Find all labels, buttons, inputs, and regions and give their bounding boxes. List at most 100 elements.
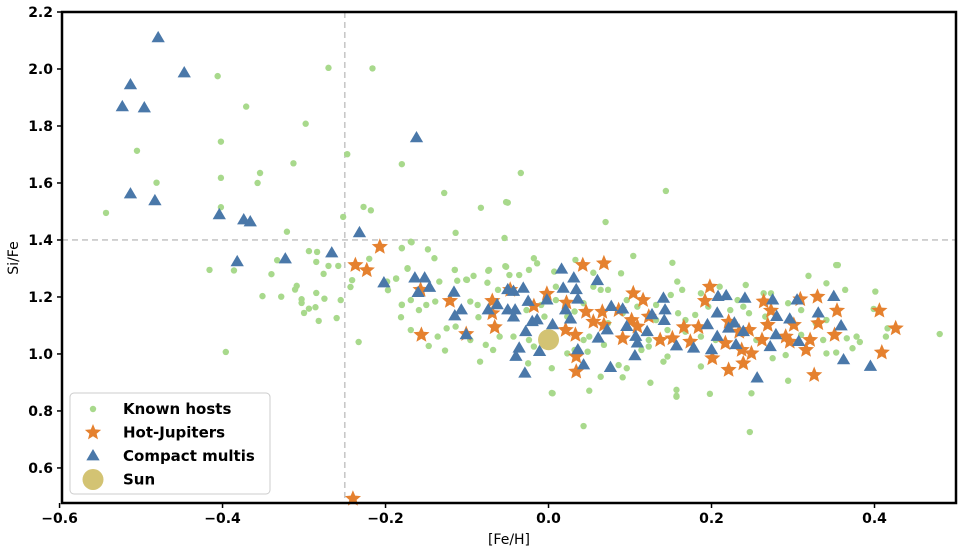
- point-compact-multis: [669, 338, 684, 351]
- point-compact-multis: [521, 294, 535, 306]
- point-hot-jupiters: [755, 293, 772, 309]
- legend-label: Sun: [123, 471, 155, 489]
- point-known-hosts: [384, 286, 392, 294]
- point-known-hosts: [242, 103, 250, 110]
- point-known-hosts: [366, 255, 373, 262]
- point-known-hosts: [290, 160, 297, 167]
- point-known-hosts: [476, 358, 484, 365]
- point-known-hosts: [882, 333, 890, 340]
- point-compact-multis: [540, 293, 554, 305]
- point-hot-jupiters: [371, 238, 388, 254]
- point-compact-multis: [447, 285, 461, 297]
- point-known-hosts: [664, 353, 671, 360]
- point-known-hosts: [600, 341, 608, 349]
- point-known-hosts: [564, 350, 571, 357]
- point-known-hosts: [321, 295, 328, 302]
- point-compact-multis: [352, 225, 367, 238]
- point-known-hosts: [580, 336, 587, 344]
- point-known-hosts: [463, 276, 471, 284]
- series-known-hosts: [102, 64, 943, 436]
- point-known-hosts: [484, 279, 491, 286]
- point-known-hosts: [638, 346, 645, 354]
- point-hot-jupiters: [690, 318, 707, 335]
- point-known-hosts: [325, 64, 332, 72]
- point-hot-jupiters: [538, 285, 555, 301]
- point-compact-multis: [863, 359, 878, 371]
- point-known-hosts: [320, 270, 327, 278]
- point-hot-jupiters: [441, 292, 458, 308]
- point-compact-multis: [640, 324, 654, 337]
- point-known-hosts: [313, 248, 321, 256]
- point-compact-multis: [569, 282, 583, 295]
- x-tick-label: −0.2: [367, 511, 404, 527]
- point-known-hosts: [856, 338, 864, 346]
- point-compact-multis: [710, 329, 724, 341]
- point-known-hosts: [580, 422, 587, 430]
- point-compact-multis: [212, 207, 226, 220]
- point-hot-jupiters: [701, 278, 718, 294]
- series-sun: [538, 329, 560, 351]
- point-known-hosts: [525, 266, 533, 274]
- point-known-hosts: [674, 278, 681, 285]
- legend-label: Known hosts: [123, 400, 231, 418]
- point-known-hosts: [325, 262, 332, 270]
- point-known-hosts: [572, 256, 579, 264]
- point-known-hosts: [674, 310, 682, 317]
- point-compact-multis: [409, 130, 424, 143]
- y-tick-label: 1.2: [28, 290, 53, 306]
- point-known-hosts: [645, 343, 652, 350]
- point-known-hosts: [548, 365, 555, 372]
- point-hot-jupiters: [873, 344, 890, 360]
- point-hot-jupiters: [629, 318, 646, 334]
- point-hot-jupiters: [720, 361, 737, 377]
- point-known-hosts: [259, 292, 266, 300]
- legend-item-known-hosts: Known hosts: [89, 400, 231, 418]
- point-compact-multis: [563, 312, 578, 324]
- point-known-hosts: [742, 281, 749, 289]
- point-hot-jupiters: [759, 316, 776, 332]
- point-known-hosts: [477, 204, 485, 211]
- point-compact-multis: [727, 316, 741, 328]
- point-known-hosts: [541, 313, 548, 320]
- point-compact-multis: [700, 317, 715, 330]
- point-hot-jupiters: [743, 344, 760, 361]
- point-known-hosts: [706, 390, 714, 398]
- point-known-hosts: [515, 271, 523, 279]
- point-known-hosts: [823, 280, 830, 287]
- point-compact-multis: [603, 360, 618, 372]
- legend-label: Compact multis: [123, 447, 255, 465]
- point-known-hosts: [745, 310, 753, 317]
- point-compact-multis: [657, 313, 671, 325]
- point-known-hosts: [590, 283, 597, 290]
- point-compact-multis: [738, 291, 752, 303]
- point-known-hosts: [667, 291, 674, 299]
- point-hot-jupiters: [347, 256, 364, 272]
- point-hot-jupiters: [675, 318, 692, 335]
- point-known-hosts: [660, 358, 667, 365]
- legend: Known hosts Hot-Jupiters Compact multis Sun: [69, 392, 271, 495]
- point-known-hosts: [415, 306, 423, 314]
- point-known-hosts: [367, 207, 375, 214]
- point-compact-multis: [243, 215, 257, 227]
- point-compact-multis: [836, 352, 851, 365]
- point-compact-multis: [278, 252, 292, 264]
- point-known-hosts: [452, 229, 459, 237]
- point-known-hosts: [283, 228, 291, 235]
- x-tick-label: −0.6: [41, 511, 78, 527]
- point-known-hosts: [597, 286, 604, 294]
- point-known-hosts: [597, 373, 604, 380]
- y-tick-label: 2.2: [28, 5, 53, 21]
- point-known-hosts: [451, 266, 459, 274]
- point-known-hosts: [662, 187, 670, 195]
- point-compact-multis: [506, 284, 521, 296]
- point-hot-jupiters: [704, 349, 721, 366]
- point-hot-jupiters: [696, 292, 714, 308]
- x-axis-label: [Fe/H]: [488, 532, 530, 548]
- point-compact-multis: [545, 317, 560, 330]
- point-compact-multis: [790, 293, 804, 305]
- point-compact-multis: [408, 271, 422, 283]
- point-compact-multis: [137, 101, 151, 113]
- point-compact-multis: [490, 297, 504, 310]
- point-hot-jupiters: [806, 366, 823, 382]
- y-tick-label: 1.8: [28, 119, 53, 135]
